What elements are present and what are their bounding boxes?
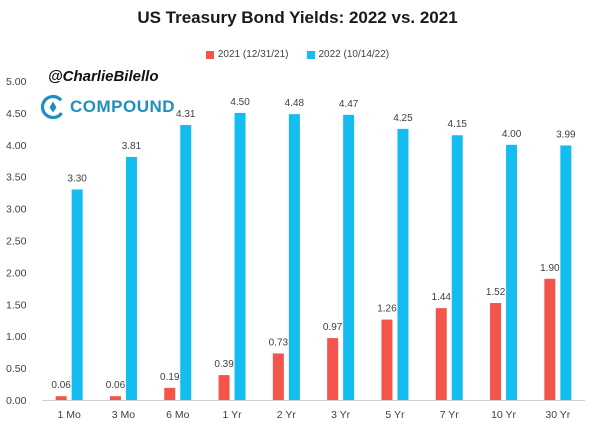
data-label-2022: 4.48: [285, 98, 305, 109]
bar-2022: [560, 145, 572, 400]
y-tick-label: 0.00: [6, 395, 27, 407]
data-label-2022: 4.50: [230, 97, 250, 108]
x-tick-label: 6 Mo: [166, 409, 190, 421]
bar-2022: [125, 156, 137, 400]
bar-2022: [71, 189, 83, 400]
bar-2021: [272, 353, 284, 400]
watermark-handle: @CharlieBilello: [48, 68, 159, 85]
bar-2022: [506, 144, 518, 400]
y-tick-label: 4.00: [6, 140, 27, 152]
data-label-2022: 4.00: [502, 129, 522, 140]
data-label-2021: 0.39: [214, 359, 234, 370]
x-axis: 1 Mo 3 Mo 6 Mo 1 Yr 2 Yr 3 Yr 5 Yr 7 Yr 10 Yr 30 …: [57, 409, 570, 421]
bar-2021: [55, 396, 67, 400]
y-tick-label: 3.50: [6, 172, 27, 184]
bar-2021: [327, 338, 339, 400]
y-tick-label: 1.00: [6, 331, 27, 343]
bar-2022: [343, 114, 355, 401]
bar-2022: [451, 135, 463, 401]
bar-2022: [180, 125, 192, 400]
data-label-2022: 4.15: [448, 119, 468, 130]
value-labels: 0.06 3.30 0.06 3.81 0.19 4.31 0.39 4.50 0.73 4.48…: [51, 97, 576, 391]
bar-2021: [435, 308, 447, 400]
x-tick-label: 3 Yr: [331, 409, 351, 421]
data-label-2021: 0.06: [106, 380, 126, 391]
data-label-2021: 1.44: [432, 292, 452, 303]
bar-2022: [234, 112, 246, 401]
y-tick-label: 2.00: [6, 267, 27, 279]
bar-2022: [397, 128, 409, 400]
y-axis: 0.00 0.50 1.00 1.50 2.00 2.50 3.00 3.50 4.00 4.50…: [6, 76, 585, 407]
x-tick-label: 5 Yr: [385, 409, 405, 421]
data-label-2022: 3.30: [67, 173, 87, 184]
legend-item-2022: 2022 (10/14/22): [306, 49, 390, 60]
legend-label-2021: 2021 (12/31/21): [217, 49, 289, 60]
bar-2021: [490, 303, 502, 400]
bar-2021: [218, 375, 230, 400]
x-tick-label: 7 Yr: [440, 409, 460, 421]
data-label-2021: 1.52: [486, 287, 506, 298]
legend-swatch-2021: [205, 50, 214, 59]
data-label-2021: 0.73: [269, 337, 289, 348]
chart-title: US Treasury Bond Yields: 2022 vs. 2021: [137, 8, 458, 27]
data-label-2021: 0.97: [323, 322, 343, 333]
y-tick-label: 5.00: [6, 76, 27, 88]
compound-logo-icon: [40, 94, 66, 120]
data-label-2022: 4.47: [339, 99, 359, 110]
data-label-2022: 3.81: [122, 141, 142, 152]
data-label-2021: 0.19: [160, 372, 180, 383]
compound-logo-text: COMPOUND: [70, 97, 176, 116]
y-tick-label: 2.50: [6, 236, 27, 248]
bar-2021: [544, 278, 556, 400]
y-tick-label: 3.00: [6, 204, 27, 216]
data-label-2021: 0.06: [51, 380, 71, 391]
bar-2021: [164, 387, 176, 400]
x-tick-label: 30 Yr: [545, 409, 570, 421]
bars: [55, 112, 572, 401]
data-label-2022: 4.31: [176, 109, 196, 120]
y-tick-label: 4.50: [6, 108, 27, 120]
data-label-2022: 3.99: [556, 129, 576, 140]
x-tick-label: 1 Yr: [223, 409, 243, 421]
x-tick-label: 3 Mo: [112, 409, 136, 421]
legend-swatch-2022: [306, 50, 315, 59]
y-tick-label: 1.50: [6, 299, 27, 311]
legend-item-2021: 2021 (12/31/21): [205, 49, 289, 60]
data-label-2021: 1.90: [540, 263, 560, 274]
x-tick-label: 1 Mo: [57, 409, 81, 421]
data-label-2022: 4.25: [393, 113, 413, 124]
compound-logo: COMPOUND: [40, 94, 175, 120]
legend: 2021 (12/31/21) 2022 (10/14/22): [0, 49, 595, 60]
bar-2021: [109, 396, 121, 400]
x-tick-label: 2 Yr: [277, 409, 297, 421]
bar-2021: [381, 319, 393, 400]
x-tick-label: 10 Yr: [491, 409, 516, 421]
legend-label-2022: 2022 (10/14/22): [318, 49, 390, 60]
y-tick-label: 0.50: [6, 363, 27, 375]
data-label-2021: 1.26: [377, 304, 397, 315]
bar-2022: [288, 114, 300, 401]
